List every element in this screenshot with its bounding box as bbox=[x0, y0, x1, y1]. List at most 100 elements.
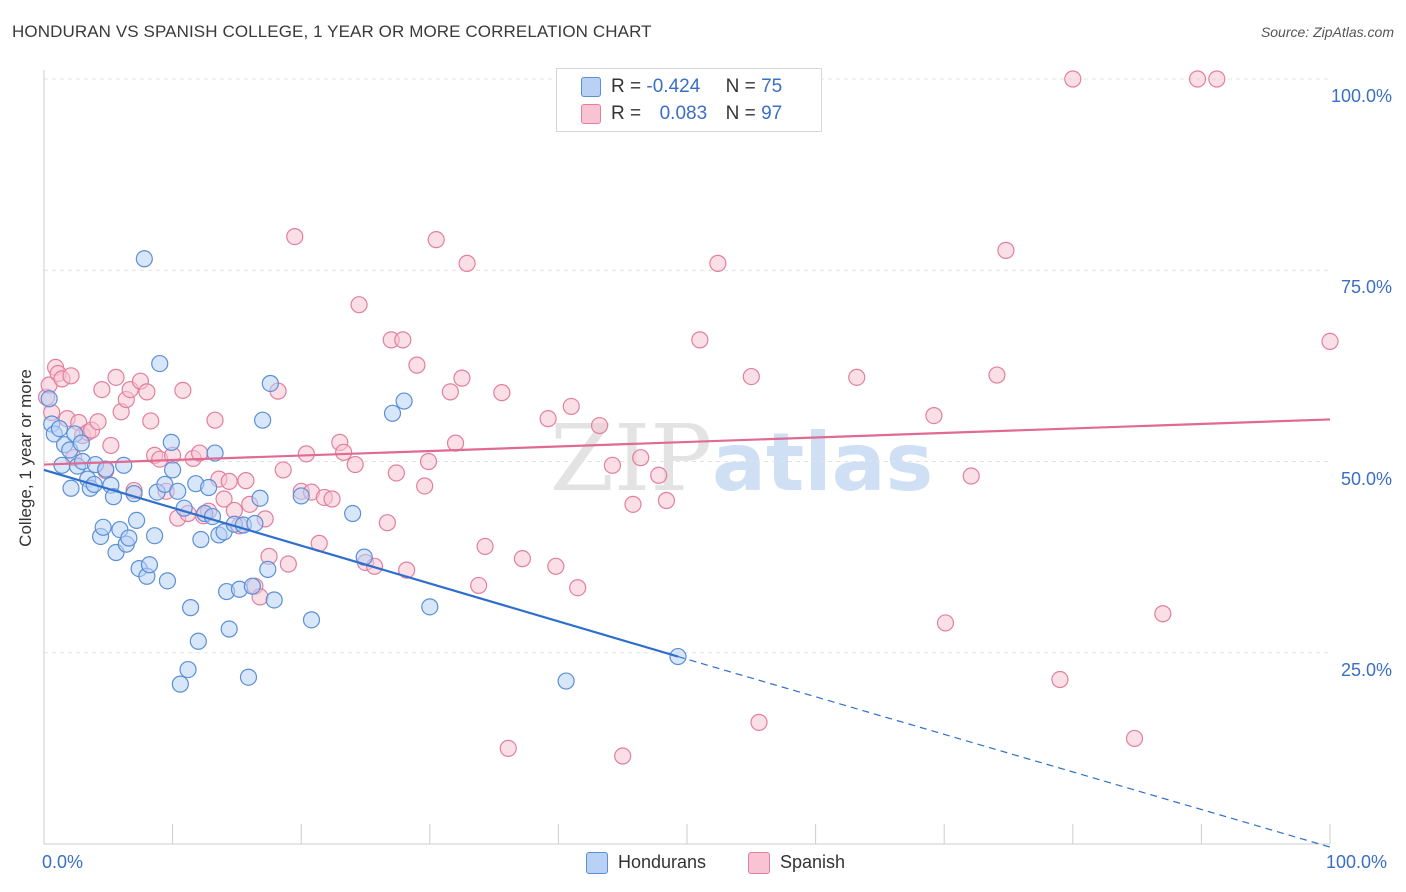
honduran-point bbox=[192, 530, 210, 549]
spanish-point bbox=[286, 227, 304, 246]
stats-legend: R = -0.424 N = 75 R = 0.083 N = 97 bbox=[556, 68, 822, 132]
spanish-point bbox=[1125, 729, 1144, 748]
spanish-point bbox=[848, 368, 866, 386]
legend-row-hondurans: R = -0.424 N = 75 bbox=[581, 75, 782, 99]
axes bbox=[43, 70, 1331, 845]
spanish-point bbox=[493, 384, 511, 402]
spanish-point bbox=[657, 491, 676, 510]
spanish-point bbox=[427, 231, 445, 249]
honduran-point bbox=[72, 434, 90, 452]
spanish-r-label: R = bbox=[611, 103, 642, 124]
spanish-point bbox=[274, 461, 292, 479]
spanish-point bbox=[936, 614, 955, 632]
hondurans-n-value: 75 bbox=[761, 76, 783, 97]
honduran-point bbox=[200, 478, 218, 497]
spanish-point bbox=[102, 436, 120, 455]
hondurans-r-value: -0.424 bbox=[646, 76, 701, 97]
spanish-n-label: N = bbox=[725, 103, 756, 124]
spanish-point bbox=[470, 576, 488, 595]
honduran-point bbox=[171, 675, 189, 693]
honduran-point bbox=[557, 672, 575, 690]
y-tick-label-50: 50.0% bbox=[1340, 469, 1392, 489]
spanish-point bbox=[107, 368, 125, 386]
x-tick-label-max: 100.0% bbox=[1326, 852, 1388, 872]
spanish-point bbox=[962, 467, 980, 485]
legend-item-hondurans[interactable]: Hondurans bbox=[586, 852, 706, 875]
honduran-point bbox=[179, 660, 197, 679]
spanish-point bbox=[614, 747, 632, 765]
y-tick-label-25: 25.0% bbox=[1340, 660, 1392, 680]
spanish-point bbox=[237, 472, 255, 490]
spanish-point bbox=[562, 397, 580, 416]
honduran-point bbox=[40, 390, 58, 408]
spanish-point bbox=[279, 555, 297, 573]
spanish-point bbox=[346, 455, 364, 474]
honduran-point bbox=[104, 488, 123, 506]
honduran-point bbox=[246, 514, 264, 533]
spanish-point bbox=[1154, 605, 1172, 623]
honduran-point bbox=[243, 577, 261, 595]
hondurans-trend-line bbox=[43, 468, 679, 658]
honduran-point bbox=[251, 489, 269, 507]
spanish-point bbox=[220, 472, 238, 490]
legend-item-spanish[interactable]: Spanish bbox=[748, 852, 845, 875]
honduran-point bbox=[182, 599, 200, 617]
spanish-point bbox=[750, 713, 768, 731]
watermark-atlas: atlas bbox=[712, 416, 933, 509]
spanish-point bbox=[62, 367, 80, 385]
spanish-point bbox=[997, 241, 1015, 259]
y-tick-label-75: 75.0% bbox=[1340, 277, 1392, 297]
spanish-point bbox=[603, 456, 622, 474]
hondurans-points bbox=[40, 250, 687, 693]
spanish-n-value: 97 bbox=[761, 103, 783, 124]
honduran-point bbox=[302, 611, 321, 629]
honduran-point bbox=[53, 456, 71, 474]
honduran-point bbox=[265, 591, 283, 609]
hondurans-n-label: N = bbox=[725, 76, 756, 97]
spanish-point bbox=[1188, 70, 1207, 88]
spanish-point bbox=[547, 557, 565, 575]
spanish-point bbox=[416, 477, 434, 495]
spanish-point bbox=[408, 356, 426, 374]
spanish-point bbox=[142, 412, 160, 430]
honduran-point bbox=[151, 354, 169, 373]
watermark-zip: ZIP bbox=[550, 405, 712, 512]
spanish-point bbox=[499, 739, 517, 757]
spanish-point bbox=[650, 466, 668, 484]
spanish-point bbox=[539, 410, 557, 428]
honduran-point bbox=[220, 620, 238, 638]
hondurans-swatch-icon bbox=[581, 76, 601, 97]
x-tick-label-min: 0.0% bbox=[42, 852, 84, 872]
spanish-r-value: 0.083 bbox=[659, 103, 708, 124]
grid-lines bbox=[44, 78, 1330, 654]
spanish-points bbox=[37, 70, 1339, 765]
honduran-point bbox=[189, 632, 207, 650]
honduran-point bbox=[344, 504, 362, 523]
spanish-point bbox=[590, 416, 609, 435]
honduran-point bbox=[158, 572, 177, 590]
spanish-point bbox=[297, 445, 315, 463]
spanish-point bbox=[398, 561, 416, 579]
chart-source: Source: ZipAtlas.com bbox=[1260, 24, 1394, 40]
honduran-point bbox=[162, 433, 180, 451]
spanish-point bbox=[1208, 70, 1226, 88]
honduran-point bbox=[383, 404, 402, 422]
honduran-point bbox=[259, 560, 277, 578]
spanish-point bbox=[925, 407, 943, 425]
honduran-point bbox=[50, 420, 69, 438]
honduran-point bbox=[261, 374, 279, 393]
honduran-point bbox=[254, 411, 272, 429]
spanish-trend-line bbox=[43, 418, 1331, 466]
spanish-point bbox=[624, 495, 642, 513]
spanish-point bbox=[206, 411, 224, 429]
honduran-point bbox=[127, 511, 146, 530]
honduran-point bbox=[169, 482, 187, 500]
spanish-point bbox=[476, 537, 494, 556]
spanish-point bbox=[387, 464, 405, 482]
honduran-point bbox=[94, 518, 112, 536]
spanish-point bbox=[453, 369, 471, 387]
honduran-point bbox=[239, 668, 258, 686]
legend-row-spanish: R = 0.083 N = 97 bbox=[581, 102, 782, 126]
spanish-point bbox=[709, 254, 727, 272]
